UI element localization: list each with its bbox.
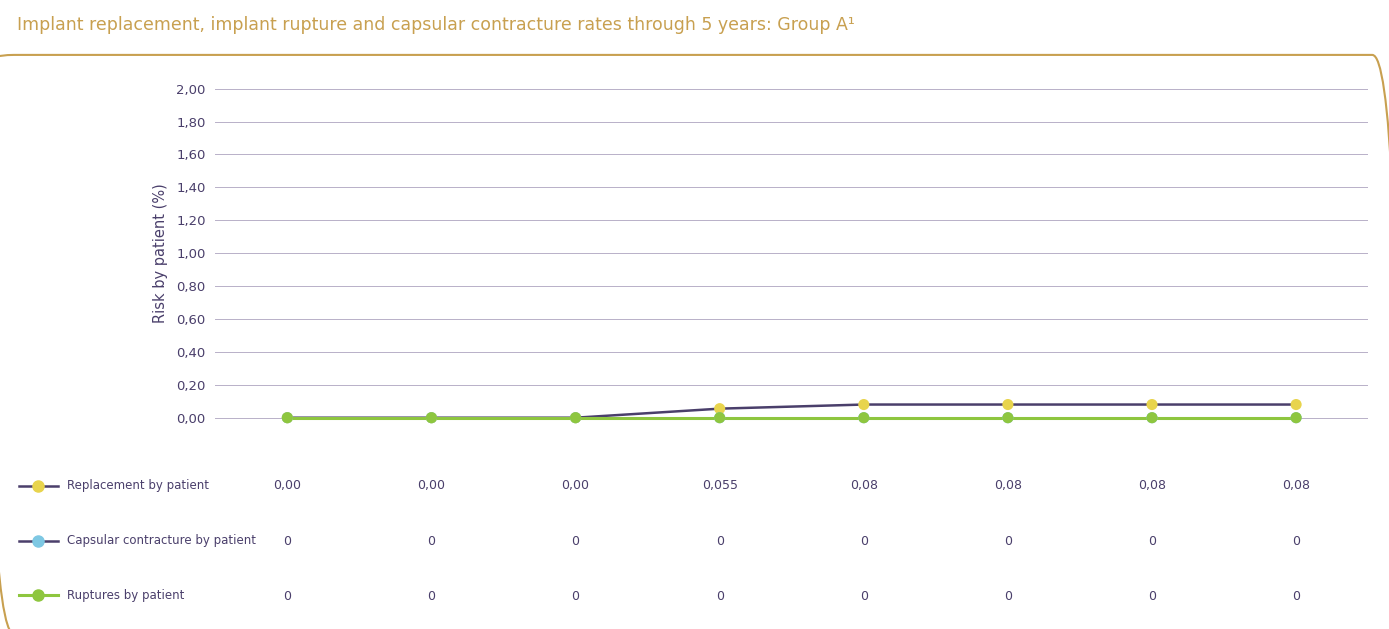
Text: Implant replacement, implant rupture and capsular contracture rates through 5 ye: Implant replacement, implant rupture and… <box>17 16 854 34</box>
Point <box>276 413 299 423</box>
Text: 0: 0 <box>1147 590 1156 603</box>
Text: 0,00: 0,00 <box>418 479 446 492</box>
Point <box>1140 413 1163 423</box>
Text: 0: 0 <box>1292 590 1300 603</box>
Text: 0: 0 <box>428 590 436 603</box>
Text: 0,08: 0,08 <box>995 479 1022 492</box>
Text: 0: 0 <box>860 590 868 603</box>
Text: 0,08: 0,08 <box>1282 479 1310 492</box>
Point <box>708 404 731 414</box>
Text: Replacement by patient: Replacement by patient <box>67 479 210 493</box>
Text: Capsular contracture by patient: Capsular contracture by patient <box>67 534 257 547</box>
Point <box>421 413 443 423</box>
Text: 0: 0 <box>1292 535 1300 548</box>
Text: 0,08: 0,08 <box>1138 479 1165 492</box>
Text: 0: 0 <box>571 535 579 548</box>
Point <box>564 413 586 423</box>
Point <box>708 413 731 423</box>
Point <box>564 413 586 423</box>
Text: 0,00: 0,00 <box>561 479 589 492</box>
Point <box>276 413 299 423</box>
Point <box>853 399 875 409</box>
Point <box>997 413 1020 423</box>
Point <box>421 413 443 423</box>
Point <box>28 481 50 491</box>
Text: 0: 0 <box>428 535 436 548</box>
Point <box>708 413 731 423</box>
Y-axis label: Risk by patient (%): Risk by patient (%) <box>153 183 168 323</box>
Text: 0: 0 <box>283 590 292 603</box>
Text: 0: 0 <box>1004 590 1013 603</box>
Text: 0: 0 <box>715 590 724 603</box>
Point <box>28 590 50 600</box>
Point <box>1285 399 1307 409</box>
Point <box>421 413 443 423</box>
Point <box>564 413 586 423</box>
Point <box>853 413 875 423</box>
Point <box>853 413 875 423</box>
Point <box>276 413 299 423</box>
Text: 6 months: 6 months <box>543 443 608 457</box>
Text: 3 year: 3 year <box>986 443 1031 457</box>
Point <box>1140 399 1163 409</box>
Text: 0: 0 <box>1147 535 1156 548</box>
Text: 0: 0 <box>715 535 724 548</box>
Point <box>997 399 1020 409</box>
Text: 0: 0 <box>283 535 292 548</box>
Text: 0,00: 0,00 <box>274 479 301 492</box>
Text: Ruptures by patient: Ruptures by patient <box>67 589 185 602</box>
Text: 0: 0 <box>1004 535 1013 548</box>
Point <box>997 413 1020 423</box>
Text: 0: 0 <box>571 590 579 603</box>
Text: 5 year: 5 year <box>1274 443 1318 457</box>
Text: 1 year: 1 year <box>697 443 742 457</box>
Text: 4 year: 4 year <box>1129 443 1174 457</box>
Point <box>1285 413 1307 423</box>
Text: 0: 0 <box>860 535 868 548</box>
Point <box>1140 413 1163 423</box>
Point <box>1285 413 1307 423</box>
Text: 3 months: 3 months <box>399 443 464 457</box>
Text: 0,08: 0,08 <box>850 479 878 492</box>
Text: 0,055: 0,055 <box>701 479 738 492</box>
Point <box>28 535 50 545</box>
Text: 2 year: 2 year <box>842 443 886 457</box>
Text: 1 months: 1 months <box>254 443 319 457</box>
